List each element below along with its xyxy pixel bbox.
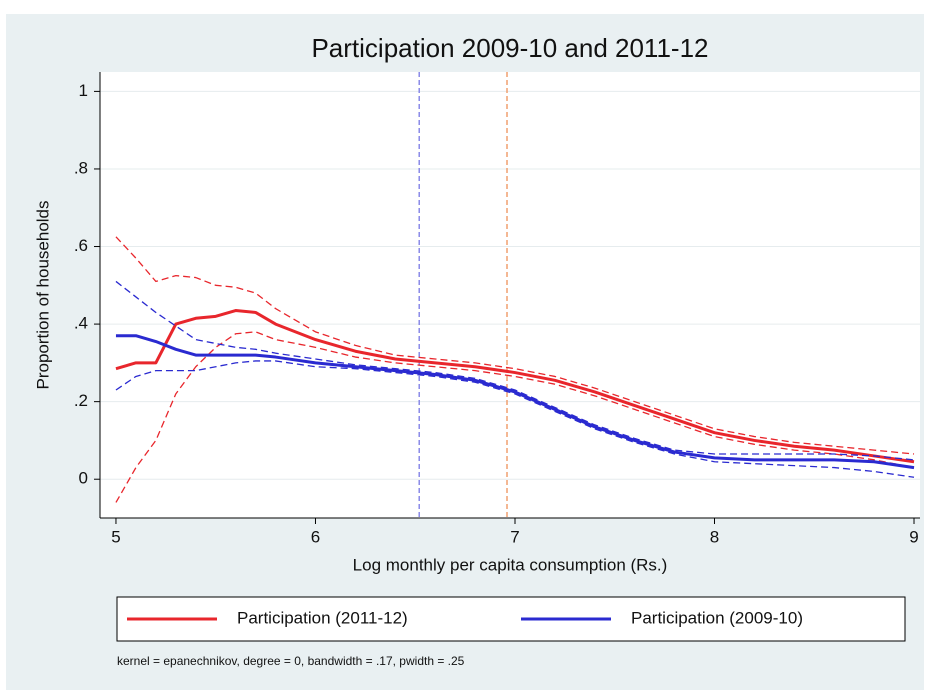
x-tick-label: 6 (311, 527, 320, 546)
ci-line (115, 236, 915, 455)
x-tick-label: 9 (909, 527, 918, 546)
x-tick-label: 8 (710, 527, 719, 546)
x-tick-label: 7 (510, 527, 519, 546)
ci-line (115, 331, 915, 503)
y-tick-label: 0 (79, 469, 88, 488)
plot-area (100, 72, 920, 518)
y-axis-label: Proportion of households (33, 200, 52, 389)
y-tick-label: .8 (74, 158, 88, 177)
legend-label: Participation (2011-12) (237, 608, 408, 627)
series-line (115, 334, 915, 470)
ci-line (115, 360, 915, 478)
x-tick-label: 5 (111, 527, 120, 546)
note: kernel = epanechnikov, degree = 0, bandw… (117, 654, 465, 668)
y-tick-label: .4 (74, 314, 88, 333)
y-tick-label: .6 (74, 236, 88, 255)
chart-title: Participation 2009-10 and 2011-12 (311, 33, 708, 63)
legend-label: Participation (2009-10) (631, 608, 803, 627)
x-axis-label: Log monthly per capita consumption (Rs.) (353, 555, 668, 574)
y-tick-label: 1 (79, 81, 88, 100)
legend-box (116, 596, 906, 642)
series-line (115, 309, 915, 464)
y-tick-label: .2 (74, 391, 88, 410)
ci-line (115, 280, 915, 461)
